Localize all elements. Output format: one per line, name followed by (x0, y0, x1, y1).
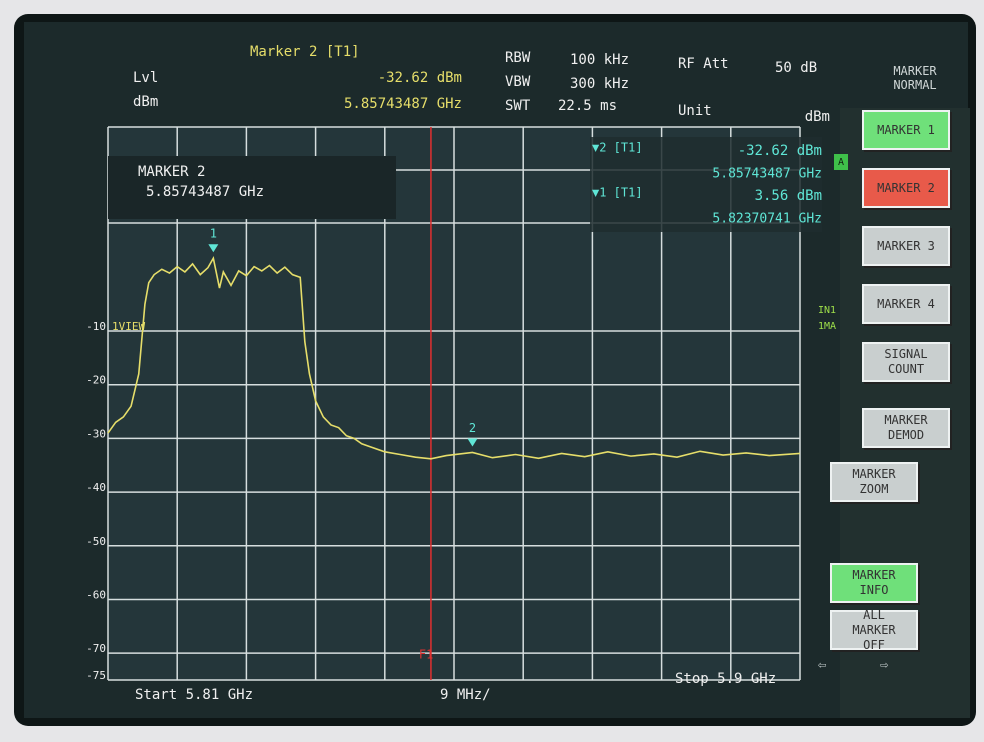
y-tick-label: -60 (86, 588, 106, 601)
rf-att: 50 dB (775, 60, 817, 76)
marker-level: -32.62 dBm (378, 70, 462, 86)
menu-button[interactable]: MARKER ZOOM (830, 462, 918, 502)
marker-row-level: -32.62 dBm (738, 143, 822, 159)
menu-button[interactable]: MARKER INFO (830, 563, 918, 603)
y-tick-label: -50 (86, 535, 106, 548)
menu-title: MARKER NORMAL (893, 64, 937, 92)
menu-button[interactable]: MARKER DEMOD (862, 408, 950, 448)
span-label: 9 MHz/ (440, 687, 491, 703)
in1-label: IN1 (818, 305, 836, 316)
vbw: 300 kHz (570, 76, 629, 92)
ma-label: 1MA (818, 321, 836, 332)
trace (107, 255, 801, 460)
y-tick-label: -70 (86, 642, 106, 655)
y-tick-label: -75 (86, 669, 106, 682)
marker-title: Marker 2 [T1] (250, 44, 360, 60)
y-tick-label: -30 (86, 427, 106, 440)
rf-att-label: RF Att (678, 56, 729, 72)
marker-row-label: ▼2 [T1] (592, 141, 643, 155)
marker-row-freq: 5.85743487 GHz (712, 167, 822, 182)
y-tick-label: -10 (86, 320, 106, 333)
menu-button[interactable]: ALL MARKER OFF (830, 608, 918, 652)
marker-box-freq: 5.85743487 GHz (146, 184, 264, 200)
marker-table (590, 137, 822, 232)
marker-symbol (208, 244, 219, 253)
unit-label: Unit (678, 103, 712, 119)
menu-button[interactable]: MARKER 3 (862, 226, 950, 266)
unit: dBm (805, 109, 830, 125)
rbw-label: RBW (505, 50, 531, 66)
a-label: A (838, 157, 844, 168)
view-label: 1VIEW (112, 320, 145, 333)
marker-symbol (467, 438, 478, 447)
marker-box (108, 156, 396, 219)
left-arrow[interactable]: ⇦ (818, 657, 826, 673)
start-label: Start 5.81 GHz (135, 687, 253, 703)
marker-number: 1 (210, 227, 217, 241)
y-tick-label: -20 (86, 374, 106, 387)
marker-number: 2 (469, 421, 476, 435)
lvl-unit: dBm (133, 94, 158, 110)
stop-label: Stop 5.9 GHz (675, 671, 776, 687)
menu-button[interactable]: MARKER 4 (862, 284, 950, 324)
marker-box-title: MARKER 2 (138, 164, 205, 180)
menu-button[interactable]: MARKER 2 (862, 168, 950, 208)
swt-label: SWT (505, 98, 531, 114)
menu-button[interactable]: SIGNAL COUNT (862, 342, 950, 382)
f1-label: F1 (419, 648, 433, 662)
marker-row-label: ▼1 [T1] (592, 186, 643, 200)
menu-button[interactable]: MARKER 1 (862, 110, 950, 150)
right-arrow[interactable]: ⇨ (880, 657, 889, 673)
vbw-label: VBW (505, 74, 531, 90)
lvl-label: Lvl (133, 70, 158, 86)
rbw: 100 kHz (570, 52, 629, 68)
marker-row-freq: 5.82370741 GHz (712, 212, 822, 227)
y-tick-label: -40 (86, 481, 106, 494)
marker-freq: 5.85743487 GHz (344, 96, 462, 112)
a-box (834, 154, 848, 170)
swt: 22.5 ms (558, 98, 617, 114)
marker-row-level: 3.56 dBm (755, 188, 822, 204)
